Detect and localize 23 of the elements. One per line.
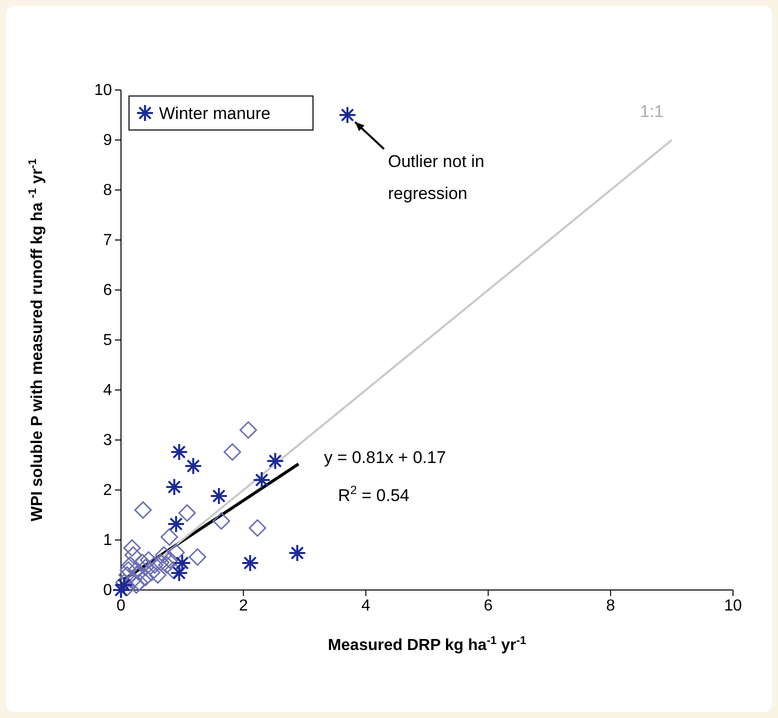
- y-tick-label: 8: [103, 182, 112, 200]
- legend-label: Winter manure: [159, 104, 270, 123]
- annotation: R$^{2}$ = 0.54: [338, 483, 410, 505]
- x-axis-title: Measured DRP kg ha$^{-1}$ yr$^{-1}$: [328, 635, 526, 654]
- y-tick-label: 6: [103, 282, 112, 300]
- y-tick-label: 10: [94, 82, 112, 100]
- y-tick-label: 1: [103, 532, 112, 550]
- y-tick-label: 0: [103, 582, 112, 600]
- x-tick-label: 0: [116, 597, 126, 614]
- x-tick-label: 10: [724, 597, 742, 614]
- annotation: Outlier not in regression: [388, 152, 484, 203]
- y-tick-label: 7: [103, 232, 112, 250]
- y-tick-label: 4: [103, 382, 112, 400]
- x-tick-label: 6: [484, 597, 493, 614]
- x-tick-label: 2: [238, 597, 248, 614]
- x-tick-label: 4: [361, 597, 370, 614]
- annotation: y = 0.81x + 0.17: [324, 448, 446, 467]
- x-tick-label: 8: [606, 597, 616, 614]
- y-tick-label: 9: [103, 132, 112, 150]
- y-tick-label: 5: [103, 332, 112, 350]
- y-tick-label: 2: [103, 482, 112, 500]
- annotation: 1:1: [640, 102, 664, 121]
- y-tick-label: 3: [103, 432, 112, 450]
